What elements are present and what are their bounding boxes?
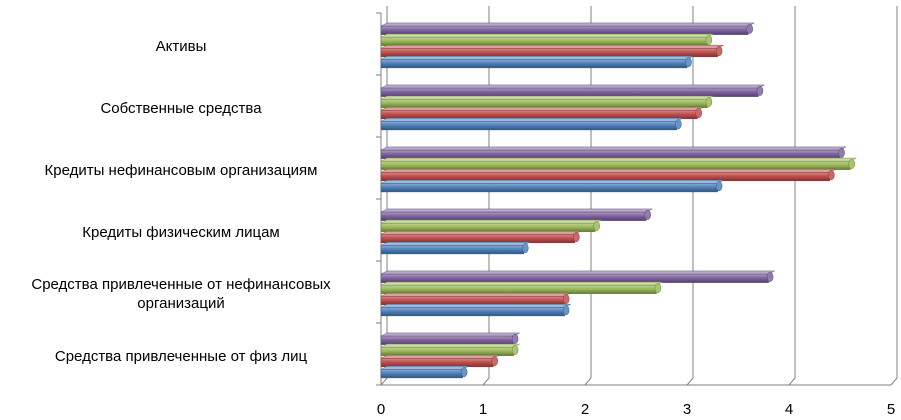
bar-4-series-3	[380, 219, 602, 232]
x-tick-label-0: 0	[377, 401, 385, 418]
bar-5-series-4	[380, 270, 775, 283]
x-axis-ticks: 0 1 2 3 4 5	[377, 401, 895, 418]
category-label-line: Активы	[155, 37, 207, 55]
bar-2-series-2	[380, 106, 704, 120]
bar-1-series-3	[380, 33, 714, 46]
bars	[380, 22, 857, 379]
gridline-depth-1	[482, 377, 490, 386]
bar-2-series-4	[380, 84, 765, 97]
bar-3-series-2	[380, 168, 836, 182]
bar-1-series-1	[380, 56, 694, 69]
gridline-depth-2	[584, 377, 592, 386]
category-label-line: Кредиты нефинансовым организациям	[44, 161, 318, 179]
category-label-6: Средства привлеченные от физ лиц	[0, 347, 362, 366]
bar-6-series-1	[380, 366, 469, 379]
bar-4-series-2	[380, 230, 581, 244]
bar-2-series-1	[380, 118, 683, 131]
bar-1-series-4	[380, 22, 755, 35]
bar-6-series-3	[380, 343, 520, 356]
category-label-line: Средства привлеченные от нефинансовых	[31, 276, 331, 293]
category-label-5: Средства привлеченные от нефинансовых орг…	[0, 275, 362, 313]
bar-5-series-3	[380, 281, 663, 294]
gridline-depth-4	[788, 377, 796, 386]
bar-4-series-4	[380, 208, 653, 221]
x-tick-label-5: 5	[887, 401, 895, 418]
category-label-line: Средства привлеченные от физ лиц	[54, 347, 308, 365]
category-label-line: Собственные средства	[100, 99, 262, 117]
bar-4-series-1	[380, 242, 530, 255]
bar-2-series-3	[380, 95, 714, 108]
category-label-line: организаций	[137, 295, 225, 312]
x-tick-label-2: 2	[581, 401, 589, 418]
category-label-4: Кредиты физическим лицам	[0, 223, 362, 242]
x-tick-label-4: 4	[785, 401, 793, 418]
bar-3-series-3	[380, 157, 857, 170]
bar-5-series-2	[380, 292, 571, 306]
gridline-depth-3	[686, 377, 694, 386]
x-tick-label-3: 3	[683, 401, 691, 418]
bar-6-series-4	[380, 332, 520, 345]
category-label-3: Кредиты нефинансовым организациям	[0, 161, 362, 180]
category-label-2: Собственные средства	[0, 99, 362, 118]
bar-1-series-2	[380, 44, 724, 58]
bar-5-series-1	[380, 304, 571, 317]
category-label-line: Кредиты физическим лицам	[82, 223, 280, 241]
bar-6-series-2	[380, 354, 500, 368]
x-tick-label-1: 1	[479, 401, 487, 418]
bar-3-series-1	[380, 180, 724, 193]
gridline-depth-0	[380, 377, 388, 386]
bar-3-series-4	[380, 146, 847, 159]
gridline-depth-5	[890, 377, 898, 386]
category-label-1: Активы	[0, 37, 362, 56]
